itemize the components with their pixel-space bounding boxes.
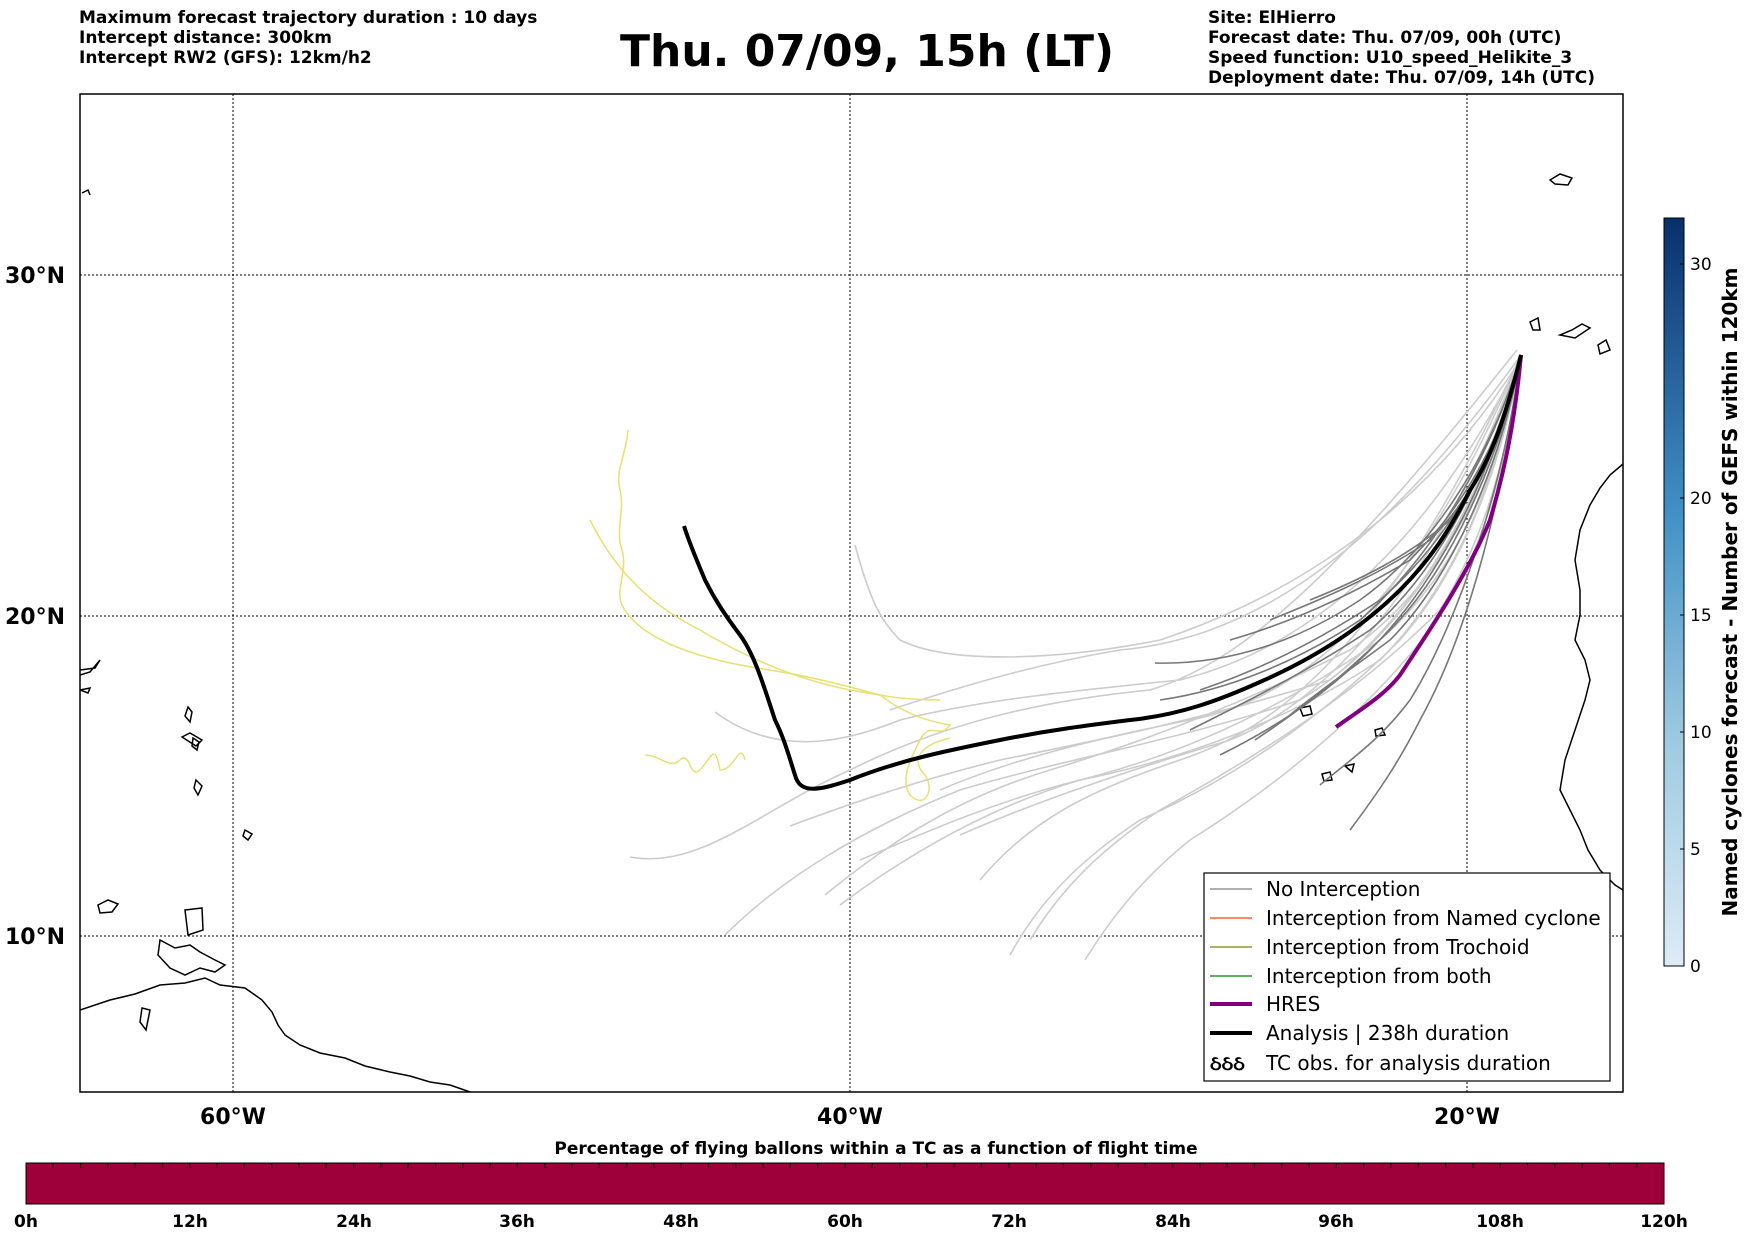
legend-label-both: Interception from both [1266,964,1492,988]
coastlines [80,173,1623,1092]
canary-island-2 [1557,323,1592,339]
header-intercept-distance: Intercept distance: 300km [79,28,332,48]
progress-tick-108h: 108h [1476,1212,1524,1232]
island-b [184,907,204,937]
colorbar-tick-30: 30 [1690,255,1712,275]
canary-island-3 [1597,338,1611,356]
tc-track-1 [617,429,952,802]
island-g [180,732,204,747]
colorbar-title: Named cyclones forecast - Number of GEFS… [1718,268,1742,917]
island-a [97,899,120,914]
lat-label-20n: 20°N [5,605,65,630]
island-c [139,1007,151,1032]
header-forecast-date: Forecast date: Thu. 07/09, 00h (UTC) [1208,28,1562,48]
progress-bar-title: Percentage of flying ballons within a TC… [554,1139,1198,1159]
progress-tick-36h: 36h [499,1212,535,1232]
island-d [184,705,193,724]
legend: No Interception Interception from Named … [1203,872,1611,1082]
cape-verde-4 [1321,771,1333,782]
colorbar-gradient [1663,217,1685,967]
trinidad-venezuela [157,938,227,976]
legend-label-no-interception: No Interception [1266,877,1420,901]
colorbar-tick-0: 0 [1690,957,1701,977]
legend-label-hres: HRES [1266,992,1320,1016]
legend-label-tc-obs: TC obs. for analysis duration [1265,1051,1551,1075]
island-k [81,188,91,196]
progress-bar: 0h 12h 24h 36h 48h 60h 72h 84h 96h 108h … [14,1162,1688,1232]
ensemble-trajectories-light [629,349,1522,961]
lat-label-30n: 30°N [5,264,65,289]
progress-tick-24h: 24h [336,1212,372,1232]
progress-tick-96h: 96h [1318,1212,1354,1232]
tc-track-3 [644,752,746,773]
lon-label-60w: 60°W [200,1105,266,1130]
header-intercept-rw2: Intercept RW2 (GFS): 12km/h2 [79,48,372,68]
island-j [80,686,92,694]
analysis-trajectory [682,354,1523,791]
south-america-coast [80,977,471,1092]
lat-label-10n: 10°N [5,925,65,950]
header-duration: Maximum forecast trajectory duration : 1… [79,8,538,28]
header-speed-function: Speed function: U10_speed_Helikite_3 [1208,48,1573,68]
cape-verde-1 [1298,705,1313,717]
africa-coast [1559,463,1623,891]
colorbar-tick-5: 5 [1690,840,1701,860]
lon-label-20w: 20°W [1434,1105,1500,1130]
island-i [80,659,101,676]
lon-label-40w: 40°W [817,1105,883,1130]
legend-swatch-tc-obs: ઠઠઠ [1210,1051,1245,1075]
page-title: Thu. 07/09, 15h (LT) [620,26,1115,77]
legend-label-analysis: Analysis | 238h duration [1266,1021,1509,1045]
progress-tick-72h: 72h [991,1212,1027,1232]
progress-tick-84h: 84h [1155,1212,1191,1232]
tc-observations [589,429,952,802]
legend-label-trochoid: Interception from Trochoid [1266,935,1530,959]
legend-box [1203,872,1611,1082]
colorbar-tick-20: 20 [1690,489,1712,509]
progress-tick-120h: 120h [1640,1212,1688,1232]
colorbar-tick-10: 10 [1690,723,1712,743]
island-l [1548,173,1574,186]
island-h [242,828,254,842]
progress-tick-48h: 48h [663,1212,699,1232]
progress-tick-0h: 0h [14,1212,38,1232]
colorbar-tick-15: 15 [1690,606,1712,626]
header-site: Site: ElHierro [1208,8,1336,28]
island-e [193,778,203,797]
progress-tick-12h: 12h [172,1212,208,1232]
header-deployment-date: Deployment date: Thu. 07/09, 14h (UTC) [1208,68,1595,88]
colorbar: 0 5 10 15 20 30 Named cyclones forecast … [1663,217,1742,977]
progress-bar-fill [25,1162,1665,1205]
cape-verde-2 [1374,727,1387,737]
legend-label-named-cyclone: Interception from Named cyclone [1266,906,1601,930]
canary-island-1 [1529,316,1541,331]
progress-tick-60h: 60h [827,1212,863,1232]
cape-verde-3 [1343,763,1356,774]
hres-trajectory [1334,354,1523,729]
tc-track-2 [589,519,941,701]
map-frame [79,93,1624,1093]
